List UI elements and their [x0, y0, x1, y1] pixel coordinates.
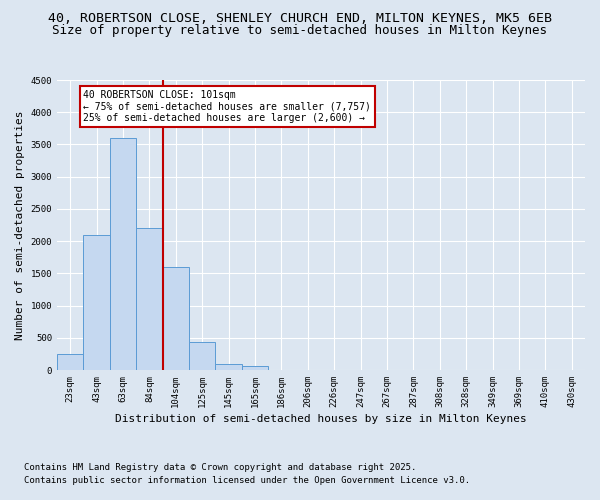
Y-axis label: Number of semi-detached properties: Number of semi-detached properties — [15, 110, 25, 340]
Bar — [215, 364, 242, 370]
Text: Size of property relative to semi-detached houses in Milton Keynes: Size of property relative to semi-detach… — [53, 24, 548, 37]
Text: 40, ROBERTSON CLOSE, SHENLEY CHURCH END, MILTON KEYNES, MK5 6EB: 40, ROBERTSON CLOSE, SHENLEY CHURCH END,… — [48, 12, 552, 26]
Bar — [83, 234, 110, 370]
Bar — [136, 228, 163, 370]
X-axis label: Distribution of semi-detached houses by size in Milton Keynes: Distribution of semi-detached houses by … — [115, 414, 527, 424]
Text: 40 ROBERTSON CLOSE: 101sqm
← 75% of semi-detached houses are smaller (7,757)
25%: 40 ROBERTSON CLOSE: 101sqm ← 75% of semi… — [83, 90, 371, 123]
Bar — [242, 366, 268, 370]
Text: Contains public sector information licensed under the Open Government Licence v3: Contains public sector information licen… — [24, 476, 470, 485]
Bar — [189, 342, 215, 370]
Text: Contains HM Land Registry data © Crown copyright and database right 2025.: Contains HM Land Registry data © Crown c… — [24, 462, 416, 471]
Bar — [163, 267, 189, 370]
Bar — [110, 138, 136, 370]
Bar — [57, 354, 83, 370]
